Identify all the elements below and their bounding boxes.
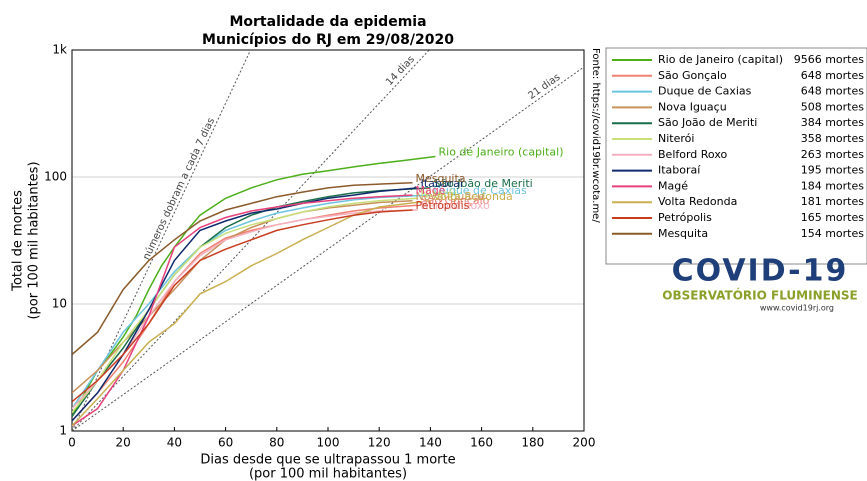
series-end-label: São João de Meriti bbox=[433, 177, 532, 190]
legend-label: São João de Meriti bbox=[658, 116, 757, 129]
x-tick-label: 40 bbox=[167, 436, 182, 450]
legend-value: 358 mortes bbox=[801, 132, 865, 145]
doubling-line bbox=[72, 50, 252, 431]
series-line bbox=[72, 182, 413, 356]
legend-value: 508 mortes bbox=[801, 100, 865, 113]
series-end-label: Niterói bbox=[421, 187, 457, 200]
series-end-label: Petrópolis bbox=[415, 199, 469, 212]
x-axis-label: (por 100 mil habitantes) bbox=[249, 467, 407, 481]
legend-value: 184 mortes bbox=[801, 179, 865, 192]
x-tick-label: 20 bbox=[116, 436, 131, 450]
x-tick-label: 140 bbox=[419, 436, 442, 450]
y-axis-label: Total de mortes bbox=[11, 190, 26, 292]
series-line bbox=[72, 200, 431, 427]
series-end-label: Nova Iguaçu bbox=[415, 190, 484, 203]
doubling-label: números dobram a cada 7 dias bbox=[140, 116, 217, 262]
series-line bbox=[72, 200, 413, 394]
doubling-line bbox=[72, 50, 430, 431]
chart-subtitle: Municípios do RJ em 29/08/2020 bbox=[202, 32, 454, 48]
legend-label: Petrópolis bbox=[658, 211, 712, 224]
series-line bbox=[72, 209, 418, 410]
x-tick-label: 60 bbox=[218, 436, 233, 450]
logo-url: www.covid19rj.org bbox=[760, 304, 834, 313]
doubling-label: 21 dias bbox=[526, 72, 562, 102]
legend-label: Itaboraí bbox=[658, 164, 701, 177]
chart-title: Mortalidade da epidemia bbox=[229, 14, 426, 30]
y-tick-label: 1 bbox=[59, 424, 67, 438]
x-tick-label: 80 bbox=[269, 436, 284, 450]
series-line bbox=[72, 204, 418, 422]
series-end-label: Magé bbox=[415, 184, 445, 197]
y-tick-label: 1k bbox=[52, 43, 67, 57]
y-tick-label: 10 bbox=[52, 297, 67, 311]
legend-value: 195 mortes bbox=[801, 164, 865, 177]
legend-value: 9566 mortes bbox=[794, 53, 865, 66]
legend-value: 648 mortes bbox=[801, 69, 865, 82]
y-tick-label: 100 bbox=[44, 170, 67, 184]
legend-label: Nova Iguaçu bbox=[658, 100, 727, 113]
legend-value: 154 mortes bbox=[801, 227, 865, 240]
legend-value: 648 mortes bbox=[801, 85, 865, 98]
x-axis-label: Dias desde que se ultrapassou 1 morte bbox=[200, 453, 455, 468]
plot-frame bbox=[71, 49, 585, 432]
series-end-label: Itaboraí bbox=[421, 177, 464, 190]
legend-label: Volta Redonda bbox=[658, 195, 737, 208]
series-end-label: Duque de Caxias bbox=[433, 184, 527, 197]
series-end-label: Volta Redonda bbox=[433, 190, 512, 203]
series-line bbox=[72, 194, 413, 427]
x-tick-label: 200 bbox=[573, 436, 596, 450]
series-end-label: Mesquita bbox=[415, 172, 465, 185]
x-tick-label: 180 bbox=[521, 436, 544, 450]
legend-value: 165 mortes bbox=[801, 211, 865, 224]
x-tick-label: 160 bbox=[470, 436, 493, 450]
series-line bbox=[72, 187, 431, 417]
legend-label: Belford Roxo bbox=[658, 148, 727, 161]
series-line bbox=[72, 197, 418, 413]
legend-value: 263 mortes bbox=[801, 148, 865, 161]
legend-label: Rio de Janeiro (capital) bbox=[658, 53, 783, 66]
legend-label: Duque de Caxias bbox=[658, 85, 752, 98]
y-axis-label: (por 100 mil habitantes) bbox=[27, 161, 42, 319]
logo-title: COVID-19 bbox=[672, 254, 849, 289]
doubling-label: 14 dias bbox=[384, 54, 417, 88]
x-tick-label: 100 bbox=[317, 436, 340, 450]
series-end-label: Belford Roxo bbox=[421, 199, 490, 212]
source: Fonte: https://covid19br.wcota.me/ bbox=[590, 48, 601, 223]
legend-label: Niterói bbox=[658, 132, 694, 145]
legend-box bbox=[605, 47, 867, 265]
legend-value: 181 mortes bbox=[801, 195, 865, 208]
series-line bbox=[72, 155, 436, 417]
x-tick-label: 120 bbox=[368, 436, 391, 450]
series-line bbox=[72, 187, 418, 422]
legend-label: Magé bbox=[658, 179, 688, 192]
series-end-label: Rio de Janeiro (capital) bbox=[439, 146, 564, 159]
x-tick-label: 0 bbox=[68, 436, 76, 450]
plot-area bbox=[72, 50, 584, 431]
legend-label: Mesquita bbox=[658, 227, 708, 240]
series-end-label: São Gonçalo bbox=[421, 194, 490, 207]
series-line bbox=[72, 209, 413, 403]
logo-subtitle: OBSERVATÓRIO FLUMINENSE bbox=[662, 288, 857, 303]
legend-label: São Gonçalo bbox=[658, 69, 727, 82]
legend-value: 384 mortes bbox=[801, 116, 865, 129]
doubling-line bbox=[72, 66, 584, 431]
series-line bbox=[72, 194, 431, 410]
